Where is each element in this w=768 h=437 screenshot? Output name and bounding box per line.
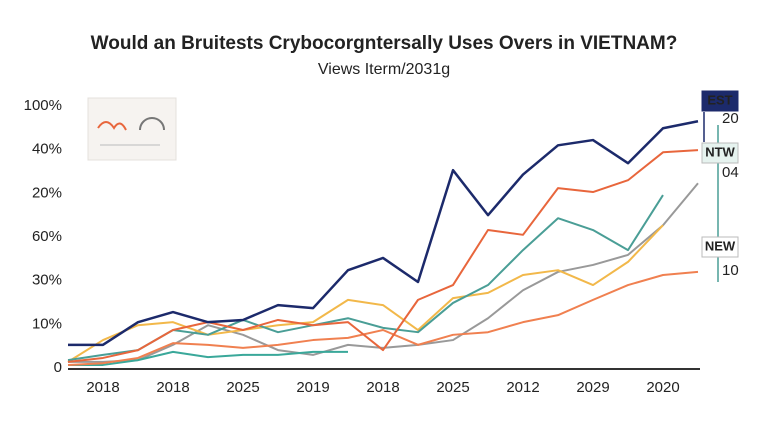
x-tick-label: 2018 bbox=[86, 379, 119, 396]
x-tick-label: 2020 bbox=[646, 379, 679, 396]
x-tick-label: 2018 bbox=[156, 379, 189, 396]
chart-subtitle: Views Iterm/2031g bbox=[318, 61, 450, 78]
y-tick-label: 100% bbox=[24, 97, 62, 114]
series-line bbox=[67, 224, 664, 363]
legend-label: NEW bbox=[705, 238, 736, 253]
y-tick-label: 60% bbox=[32, 228, 62, 245]
legend-box bbox=[701, 236, 739, 258]
series-line bbox=[68, 120, 699, 347]
legend-label: EST bbox=[707, 92, 732, 107]
series-line bbox=[67, 149, 699, 363]
annotation: 04 bbox=[722, 164, 739, 181]
y-tick-label: 20% bbox=[32, 184, 62, 201]
x-tick-label: 2019 bbox=[296, 379, 329, 396]
y-tick-label: 0 bbox=[54, 359, 62, 376]
legend-box bbox=[701, 90, 739, 112]
x-tick-label: 2029 bbox=[576, 379, 609, 396]
x-tick-label: 2012 bbox=[506, 379, 539, 396]
legend-label: NTW bbox=[705, 144, 735, 159]
y-tick-label: 10% bbox=[32, 315, 62, 332]
series-line bbox=[67, 270, 699, 366]
x-tick-label: 2025 bbox=[436, 379, 469, 396]
y-tick-label: 40% bbox=[32, 141, 62, 158]
chart-title: Would an Bruitests Crybocorgntersally Us… bbox=[91, 33, 678, 54]
x-tick-label: 2018 bbox=[366, 379, 399, 396]
y-tick-label: 30% bbox=[32, 272, 62, 289]
legend-box bbox=[701, 142, 739, 164]
x-tick-label: 2025 bbox=[226, 379, 259, 396]
annotation: 20 bbox=[722, 110, 739, 127]
series-line bbox=[68, 182, 699, 363]
annotation: 10 bbox=[722, 262, 739, 279]
thumbnail bbox=[87, 97, 177, 161]
series-line bbox=[68, 350, 348, 366]
